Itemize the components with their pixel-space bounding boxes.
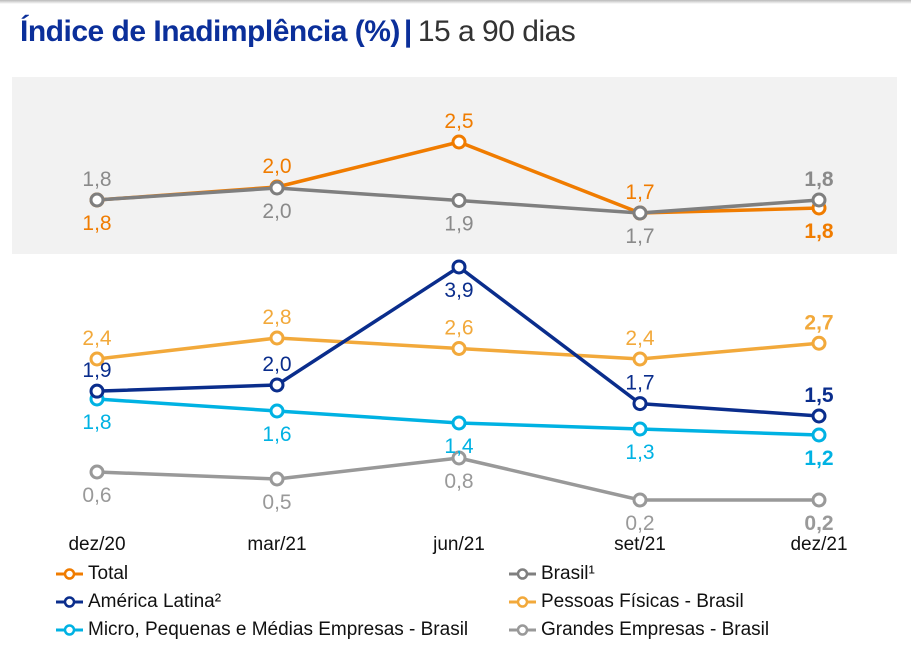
data-point-america_latina-2 (451, 259, 467, 275)
data-label-pessoas_fisicas-2: 2,6 (444, 317, 473, 340)
title-separator: | (403, 15, 412, 48)
legend-item-mpme[interactable]: Micro, Pequenas e Médias Empresas - Bras… (56, 617, 468, 643)
legend-label: Micro, Pequenas e Médias Empresas - Bras… (88, 619, 469, 640)
data-label-pessoas_fisicas-4: 2,7 (804, 311, 833, 334)
data-label-america_latina-2: 3,9 (444, 279, 473, 302)
legend-item-pessoas_fisicas[interactable]: Pessoas Físicas - Brasil (509, 589, 744, 615)
data-label-mpme-2: 1,4 (444, 435, 474, 458)
data-label-grandes_empresas-2: 0,8 (444, 470, 473, 493)
legend-line-marker-icon (56, 596, 83, 608)
series-markers (89, 134, 827, 508)
chart-title-main: Índice de Inadimplência (%) (20, 15, 400, 48)
data-point-grandes_empresas-2 (451, 450, 467, 466)
data-label-grandes_empresas-1: 0,5 (262, 491, 291, 514)
data-label-brasil-2: 1,9 (444, 213, 473, 236)
data-label-brasil-1: 2,0 (262, 200, 291, 223)
data-point-america_latina-4 (811, 408, 827, 424)
legend-line-marker-icon (509, 596, 536, 608)
data-label-brasil-4: 1,8 (804, 168, 834, 191)
legend-label: América Latina² (88, 591, 222, 612)
data-point-total-2 (451, 134, 467, 150)
data-point-pessoas_fisicas-1 (269, 330, 285, 346)
data-label-mpme-1: 1,6 (262, 423, 291, 446)
data-label-total-0: 1,8 (82, 212, 111, 235)
data-labels: 0,6 0,5 0,8 0,2 0,2 1,8 1,6 1,4 1,3 1,2 2,4 2,8 2,6 2… (82, 110, 834, 535)
data-point-brasil-3 (632, 205, 648, 221)
data-label-grandes_empresas-0: 0,6 (82, 484, 111, 507)
data-label-total-1: 2,0 (262, 155, 291, 178)
legend-label: Total (88, 563, 129, 584)
data-label-pessoas_fisicas-3: 2,4 (625, 327, 655, 350)
data-label-grandes_empresas-3: 0,2 (625, 512, 654, 535)
legend-line-marker-icon (56, 624, 83, 636)
data-label-america_latina-4: 1,5 (804, 384, 834, 407)
chart-title: Índice de Inadimplência (%) | 15 a 90 dias (20, 12, 576, 52)
legend-label: Grandes Empresas - Brasil (541, 619, 770, 640)
data-label-mpme-0: 1,8 (82, 411, 111, 434)
data-point-america_latina-3 (632, 396, 648, 412)
data-point-mpme-3 (632, 421, 648, 437)
data-point-pessoas_fisicas-3 (632, 351, 648, 367)
data-point-pessoas_fisicas-2 (451, 341, 467, 356)
data-label-total-4: 1,8 (804, 220, 834, 243)
data-point-mpme-4 (811, 427, 827, 443)
data-label-pessoas_fisicas-0: 2,4 (82, 327, 112, 350)
data-point-grandes_empresas-0 (89, 464, 105, 480)
data-point-brasil-0 (89, 192, 105, 208)
data-label-brasil-3: 1,7 (625, 225, 654, 248)
data-point-grandes_empresas-3 (632, 492, 648, 508)
data-label-america_latina-3: 1,7 (625, 372, 654, 395)
x-tick-label: mar/21 (247, 534, 306, 555)
data-label-grandes_empresas-4: 0,2 (804, 512, 833, 535)
data-point-pessoas_fisicas-4 (811, 335, 827, 351)
data-point-brasil-2 (451, 193, 467, 208)
data-label-mpme-3: 1,3 (625, 441, 654, 464)
data-label-mpme-4: 1,2 (804, 447, 833, 470)
legend-item-total[interactable]: Total (56, 561, 128, 587)
data-point-brasil-4 (811, 192, 827, 208)
data-point-brasil-1 (269, 180, 285, 196)
data-label-total-2: 2,5 (444, 110, 473, 133)
legend-line-marker-icon (56, 568, 83, 580)
x-tick-label: dez/20 (68, 534, 125, 555)
legend-item-brasil[interactable]: Brasil¹ (509, 561, 595, 587)
x-tick-label: dez/21 (790, 534, 847, 555)
legend-label: Pessoas Físicas - Brasil (541, 591, 744, 612)
data-point-america_latina-0 (89, 383, 105, 399)
legend-line-marker-icon (509, 568, 536, 580)
data-label-brasil-0: 1,8 (82, 168, 111, 191)
data-point-mpme-2 (451, 415, 467, 431)
data-label-total-3: 1,7 (625, 181, 654, 204)
legend-label: Brasil¹ (541, 563, 595, 584)
data-label-pessoas_fisicas-1: 2,8 (262, 306, 291, 329)
legend-item-grandes_empresas[interactable]: Grandes Empresas - Brasil (509, 617, 769, 643)
x-axis-ticks: dez/20 mar/21 jun/21 set/21 dez/21 (68, 534, 847, 555)
x-tick-label: jun/21 (432, 534, 485, 555)
data-label-america_latina-0: 1,9 (82, 359, 111, 382)
legend-line-marker-icon (509, 624, 536, 636)
data-point-mpme-1 (269, 403, 285, 419)
data-point-pessoas_fisicas-0 (89, 351, 105, 367)
legend-item-america_latina[interactable]: América Latina² (56, 589, 221, 615)
data-point-america_latina-1 (269, 377, 285, 393)
upper-panel-background (12, 77, 897, 254)
data-label-america_latina-1: 2,0 (262, 353, 291, 376)
top-shadow-bar (0, 0, 911, 4)
data-point-grandes_empresas-4 (811, 492, 827, 508)
data-point-grandes_empresas-1 (269, 471, 285, 487)
chart-subtitle: 15 a 90 dias (417, 15, 576, 48)
x-tick-label: set/21 (614, 534, 666, 555)
